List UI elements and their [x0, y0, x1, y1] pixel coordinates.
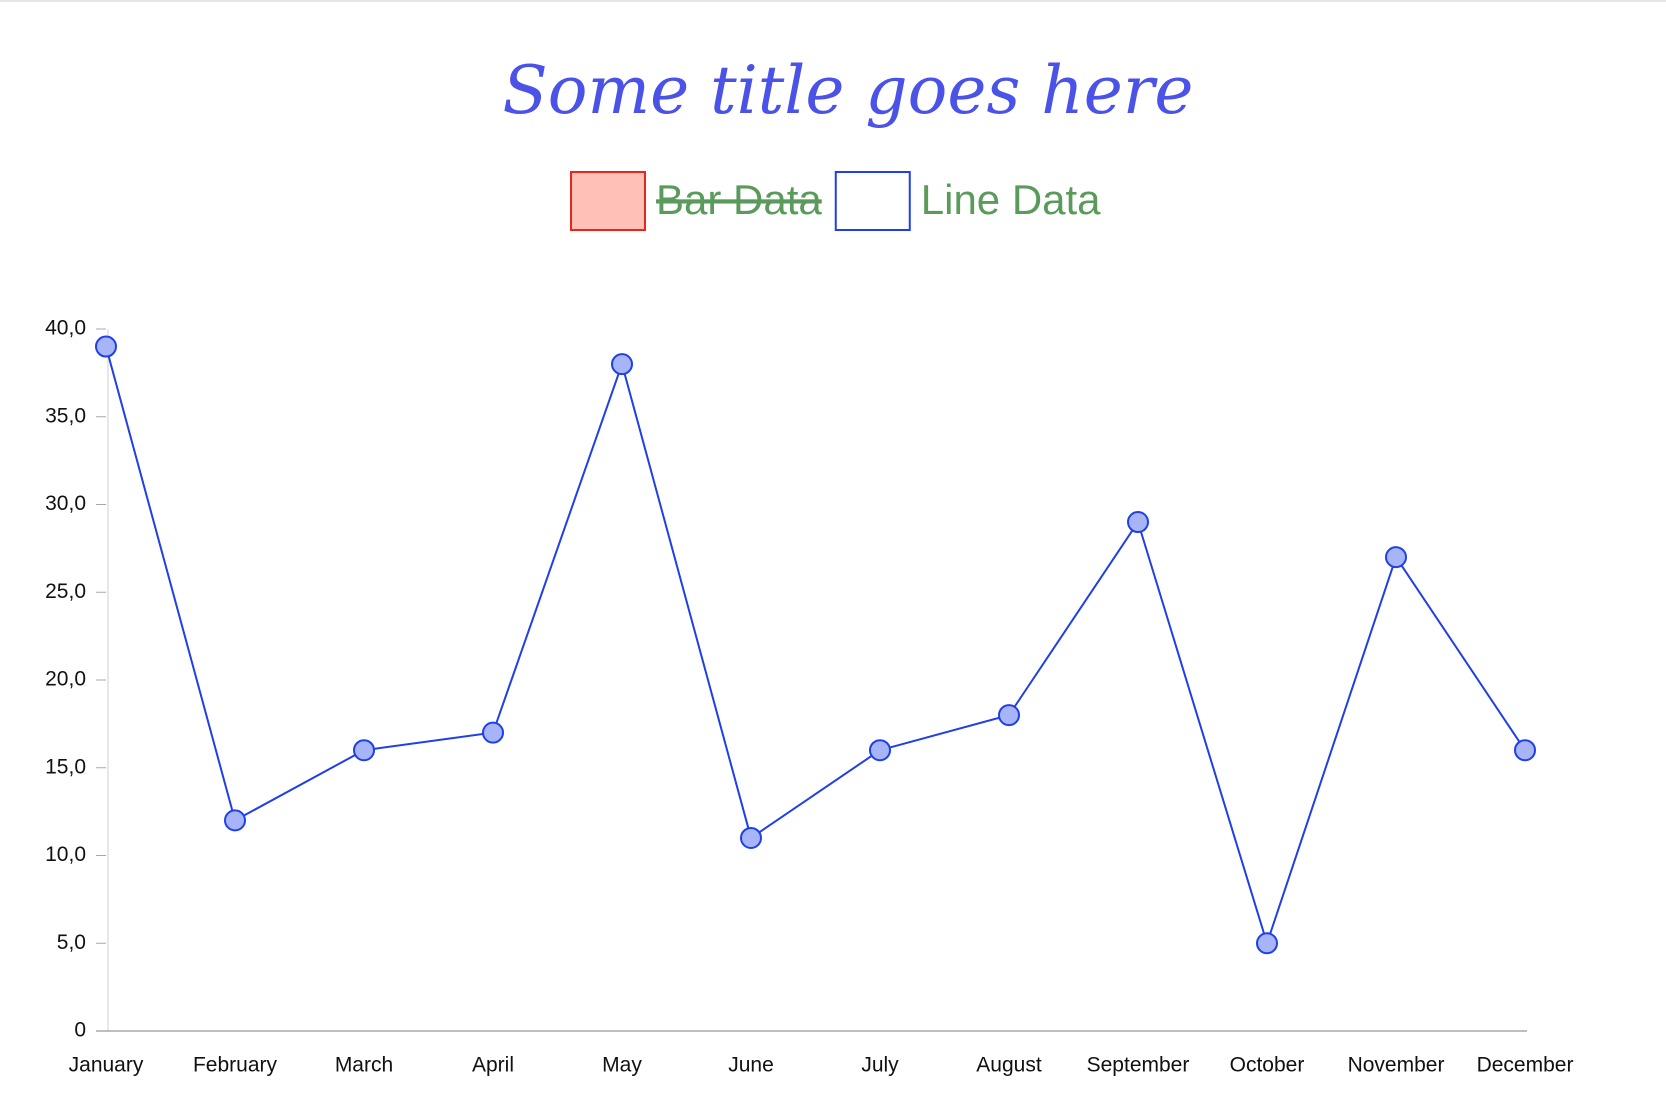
x-tick-label: June [728, 1054, 774, 1077]
x-tick-label: May [602, 1054, 642, 1077]
x-tick-label: January [69, 1054, 144, 1077]
legend-label[interactable]: Bar Data [656, 176, 822, 223]
point [1514, 739, 1536, 762]
y-tick-label: 15,0 [45, 755, 86, 778]
y-tick-label: 25,0 [45, 580, 86, 603]
x-tick-label: April [472, 1054, 514, 1077]
point [1127, 511, 1149, 534]
point [95, 335, 117, 358]
line [105, 346, 1526, 947]
y-tick-label: 40,0 [45, 317, 86, 340]
x-tick-label: March [335, 1054, 393, 1077]
x-tick-label: September [1087, 1054, 1190, 1077]
y-tick-label: 35,0 [45, 404, 86, 427]
legend-swatch[interactable] [834, 171, 911, 231]
point [353, 739, 375, 762]
y-tick-label: 20,0 [45, 668, 86, 691]
point [224, 809, 246, 832]
legend-label[interactable]: Line Data [921, 176, 1101, 223]
point [869, 739, 891, 762]
x-tick-label: October [1230, 1054, 1305, 1077]
chart-title: Some title goes here [503, 52, 1194, 129]
y-tick-label: 5,0 [57, 931, 86, 954]
point [611, 353, 633, 376]
x-tick-label: December [1477, 1054, 1574, 1077]
point [1385, 546, 1407, 569]
x-tick-label: February [193, 1054, 278, 1077]
point [482, 721, 504, 744]
legend-swatch[interactable] [570, 171, 646, 231]
y-tick-label: 30,0 [45, 492, 86, 515]
point [740, 826, 762, 849]
point [998, 704, 1020, 727]
y-tick-label: 0 [74, 1019, 86, 1042]
point [1256, 932, 1278, 955]
y-tick-label: 10,0 [45, 843, 86, 866]
x-tick-label: August [976, 1054, 1042, 1077]
x-tick-label: July [861, 1054, 899, 1077]
x-tick-label: November [1348, 1054, 1445, 1077]
